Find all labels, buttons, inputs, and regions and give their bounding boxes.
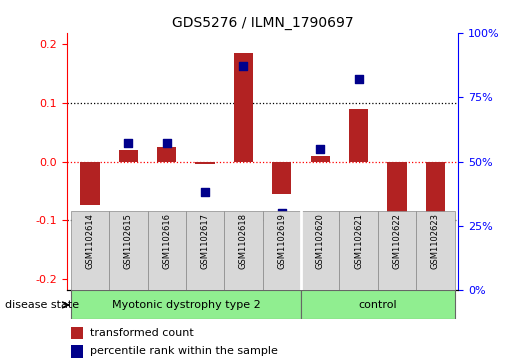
Text: GSM1102616: GSM1102616	[162, 213, 171, 269]
Bar	[147, 211, 186, 290]
Point	[354, 76, 363, 82]
Text: transformed count: transformed count	[91, 328, 194, 338]
Bar	[109, 211, 147, 290]
Bar	[119, 150, 138, 162]
Bar	[272, 162, 291, 194]
Text: GSM1102622: GSM1102622	[392, 213, 402, 269]
Bar	[157, 147, 176, 162]
Bar	[80, 162, 99, 205]
Point	[316, 146, 324, 152]
Bar	[196, 162, 215, 164]
Text: GSM1102623: GSM1102623	[431, 213, 440, 269]
Text: GSM1102615: GSM1102615	[124, 213, 133, 269]
Text: Myotonic dystrophy type 2: Myotonic dystrophy type 2	[112, 300, 260, 310]
Bar	[416, 211, 455, 290]
Point	[431, 262, 439, 268]
Bar	[378, 211, 416, 290]
Text: GSM1102619: GSM1102619	[278, 213, 286, 269]
Bar	[234, 53, 253, 162]
Bar	[263, 211, 301, 290]
Point	[201, 189, 209, 195]
Bar	[301, 290, 455, 319]
Point	[124, 140, 132, 146]
Text: GSM1102620: GSM1102620	[316, 213, 325, 269]
Point	[393, 241, 401, 247]
Text: GSM1102614: GSM1102614	[85, 213, 94, 269]
Bar	[186, 211, 224, 290]
Text: GSM1102617: GSM1102617	[200, 213, 210, 269]
Text: disease state: disease state	[5, 300, 79, 310]
Text: GSM1102621: GSM1102621	[354, 213, 363, 269]
Point	[239, 63, 248, 69]
Bar	[224, 211, 263, 290]
Point	[163, 140, 171, 146]
Bar	[349, 109, 368, 162]
Bar	[71, 290, 301, 319]
Bar	[301, 211, 339, 290]
Bar	[426, 162, 445, 238]
Point	[278, 210, 286, 216]
Text: control: control	[358, 300, 397, 310]
Bar	[311, 156, 330, 162]
Bar	[71, 345, 82, 358]
Bar	[387, 162, 406, 223]
Title: GDS5276 / ILMN_1790697: GDS5276 / ILMN_1790697	[172, 16, 353, 30]
Bar	[71, 327, 82, 339]
Bar	[339, 211, 378, 290]
Text: GSM1102618: GSM1102618	[239, 213, 248, 269]
Bar	[71, 211, 109, 290]
Text: percentile rank within the sample: percentile rank within the sample	[91, 346, 278, 356]
Point	[86, 257, 94, 262]
